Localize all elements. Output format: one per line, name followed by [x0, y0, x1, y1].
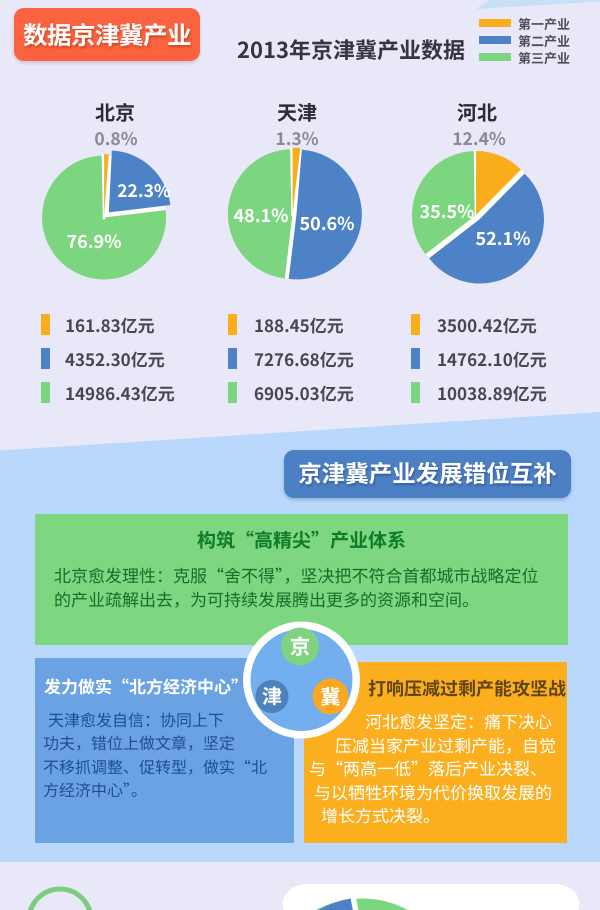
svg-text:津: 津	[262, 681, 282, 710]
svg-text:冀: 冀	[321, 681, 341, 710]
svg-text:京: 京	[290, 630, 311, 660]
